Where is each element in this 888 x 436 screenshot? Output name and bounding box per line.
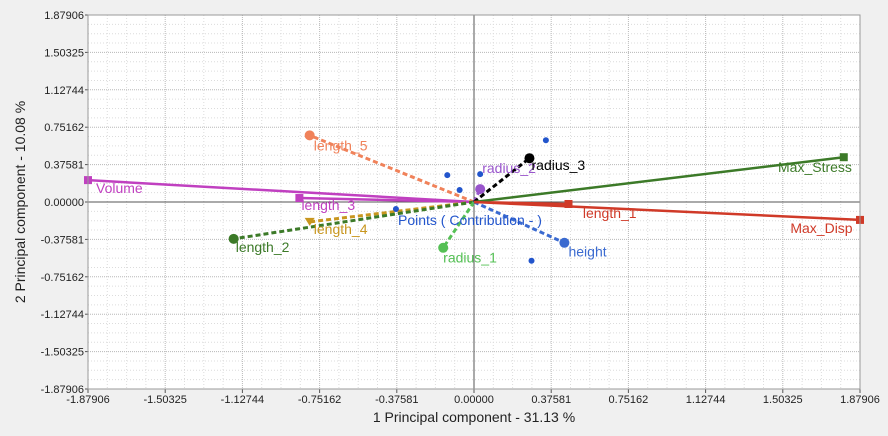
loading-line-length_2 bbox=[233, 200, 475, 241]
variable-label-radius_2: radius_2 bbox=[482, 160, 536, 176]
y-tick-label: -0.37581 bbox=[41, 234, 84, 246]
variable-label-length_5: length_5 bbox=[314, 137, 368, 153]
loading-marker-length_5 bbox=[304, 130, 315, 141]
loading-line-radius_1 bbox=[441, 201, 476, 249]
x-tick-label: -1.50325 bbox=[143, 394, 186, 406]
x-tick-label: -1.12744 bbox=[221, 394, 264, 406]
loading-line-height bbox=[473, 200, 566, 245]
loading-line-volume bbox=[87, 178, 475, 204]
loading-marker-height bbox=[559, 237, 570, 248]
variable-label-volume: Volume bbox=[96, 180, 143, 196]
x-tick-label: 0.75162 bbox=[609, 394, 649, 406]
y-tick-label: 1.50325 bbox=[44, 47, 84, 59]
loading-marker-max_stress bbox=[839, 153, 848, 162]
y-tick-label: 1.12744 bbox=[44, 85, 84, 97]
variable-label-height: height bbox=[568, 244, 606, 260]
loading-line-length_5 bbox=[309, 133, 475, 204]
plot-border bbox=[87, 14, 861, 390]
tick-labels: -1.87906 -1.50325 -1.12744 -0.75162 -0.37581… bbox=[41, 10, 880, 406]
variable-label-length_4: length_4 bbox=[314, 221, 368, 237]
x-tick-label: -0.37581 bbox=[375, 394, 418, 406]
x-tick-label: 1.87906 bbox=[840, 394, 880, 406]
variable-label-radius_1: radius_1 bbox=[443, 250, 497, 266]
y-tick-label: -0.75162 bbox=[41, 272, 84, 284]
loading-line-max_disp bbox=[473, 200, 861, 222]
loading-marker-length_1 bbox=[564, 199, 573, 208]
y-axis-title: 2 Principal component - 10.08 % bbox=[12, 101, 28, 303]
loading-marker-radius_2 bbox=[475, 184, 486, 195]
x-tick-label: -0.75162 bbox=[298, 394, 341, 406]
x-tick-label: 1.12744 bbox=[686, 394, 726, 406]
y-tick-label: -1.12744 bbox=[41, 309, 84, 321]
variable-label-max_disp: Max_Disp bbox=[790, 220, 852, 236]
loading-line-length_3 bbox=[299, 196, 475, 204]
loading-marker-length_2 bbox=[228, 233, 239, 244]
center-label: Points ( Contribution - ) bbox=[398, 212, 542, 228]
loading-line-radius_3 bbox=[473, 157, 531, 204]
x-tick-label: 1.50325 bbox=[763, 394, 803, 406]
score-point bbox=[444, 172, 451, 179]
x-tick-label: -1.87906 bbox=[66, 394, 109, 406]
score-point bbox=[477, 171, 484, 178]
loading-marker-radius_3 bbox=[524, 153, 535, 164]
loading-line-max_stress bbox=[473, 155, 844, 204]
y-tick-label: -1.87906 bbox=[41, 384, 84, 396]
y-tick-label: 0.37581 bbox=[44, 160, 84, 172]
score-points bbox=[392, 137, 549, 264]
variable-label-length_2: length_2 bbox=[236, 239, 290, 255]
score-point bbox=[456, 187, 463, 194]
y-tick-label: 0.75162 bbox=[44, 122, 84, 134]
loading-marker-radius_1 bbox=[438, 242, 449, 253]
loading-marker-length_4 bbox=[304, 217, 315, 226]
y-tick-label: 1.87906 bbox=[44, 10, 84, 22]
variable-label-length_1: length_1 bbox=[583, 205, 637, 221]
score-point bbox=[528, 257, 535, 264]
x-tick-label: 0.37581 bbox=[531, 394, 571, 406]
variable-label-max_stress: Max_Stress bbox=[778, 159, 852, 175]
y-tick-label: 0.00000 bbox=[44, 197, 84, 209]
loading-marker-length_3 bbox=[295, 194, 304, 203]
y-tick-label: -1.50325 bbox=[41, 347, 84, 359]
variable-label-radius_3: radius_3 bbox=[532, 157, 586, 173]
x-tick-label: 0.00000 bbox=[454, 394, 494, 406]
x-axis-title: 1 Principal component - 31.13 % bbox=[373, 409, 575, 425]
variable-label-length_3: length_3 bbox=[301, 197, 355, 213]
variable-labels: Volumelength_3length_5length_4length_2ra… bbox=[96, 137, 853, 265]
score-point bbox=[542, 137, 549, 144]
score-point bbox=[392, 205, 399, 212]
